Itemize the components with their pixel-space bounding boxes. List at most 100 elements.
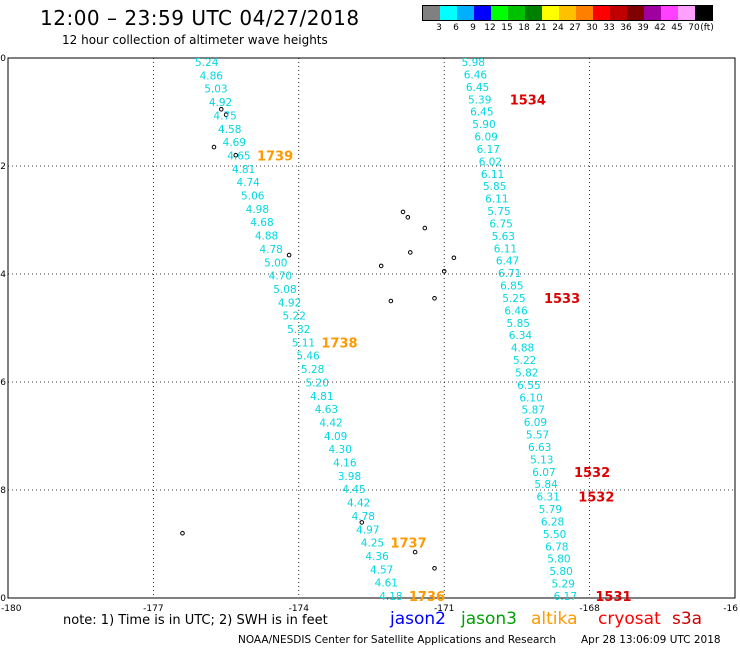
footer-note: note: 1) Time is in UTC; 2) SWH is in fe… xyxy=(63,613,328,628)
pass-time-label: 1534 xyxy=(510,93,546,108)
swh-value: 5.85 xyxy=(483,181,506,193)
swh-value: 5.98 xyxy=(462,57,485,69)
swh-value: 6.75 xyxy=(489,218,512,230)
satellite-name: s3a xyxy=(672,609,703,629)
swh-value: 6.71 xyxy=(498,268,521,280)
swh-value: 4.63 xyxy=(315,404,338,416)
swh-value: 5.06 xyxy=(241,191,265,203)
pass-time-label: 1737 xyxy=(390,537,426,552)
island-outlines xyxy=(180,107,457,571)
y-tick-label: -4 xyxy=(0,270,6,280)
legend-swatch xyxy=(457,6,474,20)
swh-value: 4.30 xyxy=(329,444,352,456)
swh-value: 5.00 xyxy=(264,257,287,269)
island-outline xyxy=(286,252,292,258)
swh-value: 5.20 xyxy=(306,377,329,389)
legend-tick-label: 21 xyxy=(535,23,547,33)
legend-swatch xyxy=(542,6,559,20)
swh-value: 4.61 xyxy=(375,578,398,590)
legend-swatch xyxy=(576,6,593,20)
legend-swatch xyxy=(661,6,678,20)
legend-tick-label: 18 xyxy=(518,23,530,33)
island-outline xyxy=(378,263,384,269)
swh-value: 4.16 xyxy=(333,458,357,470)
x-tick-label: -171 xyxy=(434,604,454,614)
swh-value: 5.84 xyxy=(534,479,558,491)
swh-value: 6.34 xyxy=(509,330,533,342)
legend-tick-label: 36 xyxy=(620,23,632,33)
swh-value: 4.98 xyxy=(246,204,269,216)
swh-value: 5.87 xyxy=(522,405,545,417)
legend-tick-label: 3 xyxy=(436,23,442,33)
swh-value: 5.90 xyxy=(472,119,495,131)
swh-value: 4.65 xyxy=(227,150,250,162)
swh-value: 5.85 xyxy=(507,318,530,330)
swh-value: 6.09 xyxy=(524,417,547,429)
swh-value: 5.22 xyxy=(283,311,306,323)
swh-value: 4.92 xyxy=(278,297,301,309)
legend-tick-label: 9 xyxy=(470,23,476,33)
y-tick-label: -10 xyxy=(0,594,6,604)
swh-value: 6.85 xyxy=(500,281,523,293)
swh-value: 4.57 xyxy=(370,564,393,576)
swh-value: 5.08 xyxy=(273,284,296,296)
swh-value: 4.68 xyxy=(250,217,273,229)
swh-value: 5.63 xyxy=(492,231,515,243)
legend-swatch xyxy=(508,6,525,20)
legend-swatch xyxy=(627,6,644,20)
swh-value: 5.29 xyxy=(552,579,575,591)
legend-swatch xyxy=(593,6,610,20)
swh-value: 4.75 xyxy=(213,110,236,122)
swh-value: 4.88 xyxy=(511,343,534,355)
legend-swatch xyxy=(678,6,695,20)
island-outline xyxy=(441,269,447,274)
island-outline xyxy=(432,296,437,301)
swh-value: 6.11 xyxy=(481,169,504,181)
swh-value: 6.07 xyxy=(532,467,555,479)
swh-value: 6.31 xyxy=(537,492,560,504)
swh-value: 4.36 xyxy=(365,551,389,563)
swh-value: 6.17 xyxy=(477,144,500,156)
swh-value: 5.75 xyxy=(487,206,510,218)
legend-tick-label: 42 xyxy=(654,23,666,33)
pass-time-label: 1532 xyxy=(578,491,614,506)
map-frame xyxy=(7,57,736,599)
swh-value: 4.69 xyxy=(223,137,246,149)
altika-track: 5.244.865.034.924.754.584.694.654.814.74… xyxy=(195,57,445,605)
island-outline xyxy=(432,566,437,571)
color-legend: 3 6 9 12 15 18 21 24 27 30 33 36 39 42 45 70 (ft) xyxy=(422,5,714,35)
credit-line: NOAA/NESDIS Center for Satellite Applica… xyxy=(238,634,556,646)
swh-value: 4.42 xyxy=(347,498,370,510)
swh-value: 4.18 xyxy=(379,591,402,603)
satellite-name: jason2 xyxy=(390,609,446,629)
swh-value: 5.22 xyxy=(513,355,536,367)
legend-swatch xyxy=(525,6,542,20)
swh-value: 4.42 xyxy=(319,417,342,429)
swh-value: 4.86 xyxy=(200,70,224,82)
page-subtitle: 12 hour collection of altimeter wave hei… xyxy=(62,33,328,47)
swh-value: 5.32 xyxy=(287,324,310,336)
legend-tick-label: (ft) xyxy=(700,23,714,33)
legend-swatch xyxy=(491,6,508,20)
legend-swatch xyxy=(695,6,712,20)
swh-value: 4.58 xyxy=(218,124,241,136)
map-grid xyxy=(7,57,736,599)
swh-value: 4.97 xyxy=(356,524,379,536)
x-tick-label: -16 xyxy=(723,604,738,614)
swh-value: 6.11 xyxy=(485,194,508,206)
swh-value: 6.47 xyxy=(496,256,519,268)
pass-time-label: 1738 xyxy=(321,336,357,351)
island-outline xyxy=(218,107,224,112)
swh-value: 6.10 xyxy=(519,392,542,404)
swh-value: 4.81 xyxy=(232,164,255,176)
swh-value: 6.17 xyxy=(554,591,577,603)
y-tick-label: -8 xyxy=(0,486,6,496)
swh-value: 5.24 xyxy=(195,57,219,69)
pass-time-label: 1736 xyxy=(409,590,445,605)
swh-value: 5.80 xyxy=(547,554,570,566)
swh-value: 5.46 xyxy=(296,351,320,363)
pass-time-label: 1531 xyxy=(595,590,631,605)
legend-swatch xyxy=(644,6,661,20)
swh-value: 4.81 xyxy=(310,391,333,403)
